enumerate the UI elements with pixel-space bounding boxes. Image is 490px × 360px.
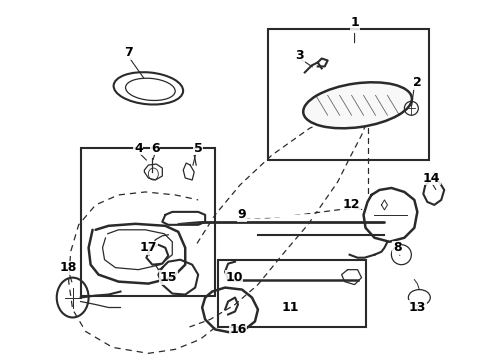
Bar (81, 148, 215, 296)
Text: 2: 2 (413, 76, 422, 89)
Text: 6: 6 (151, 141, 160, 155)
Text: 10: 10 (225, 271, 243, 284)
Bar (268, 28, 429, 160)
Bar (218, 260, 366, 328)
Text: 15: 15 (160, 271, 177, 284)
Text: 16: 16 (229, 323, 246, 336)
Text: 13: 13 (409, 301, 426, 314)
Text: 5: 5 (194, 141, 202, 155)
Text: 9: 9 (238, 208, 246, 221)
Text: 11: 11 (281, 301, 298, 314)
Ellipse shape (303, 82, 412, 128)
Text: 14: 14 (422, 171, 440, 185)
Text: 4: 4 (134, 141, 143, 155)
Text: 8: 8 (393, 241, 402, 254)
Text: 7: 7 (124, 46, 133, 59)
Text: 12: 12 (343, 198, 360, 211)
Text: 18: 18 (60, 261, 77, 274)
Text: 3: 3 (295, 49, 304, 62)
Text: 17: 17 (140, 241, 157, 254)
Text: 1: 1 (350, 16, 359, 29)
